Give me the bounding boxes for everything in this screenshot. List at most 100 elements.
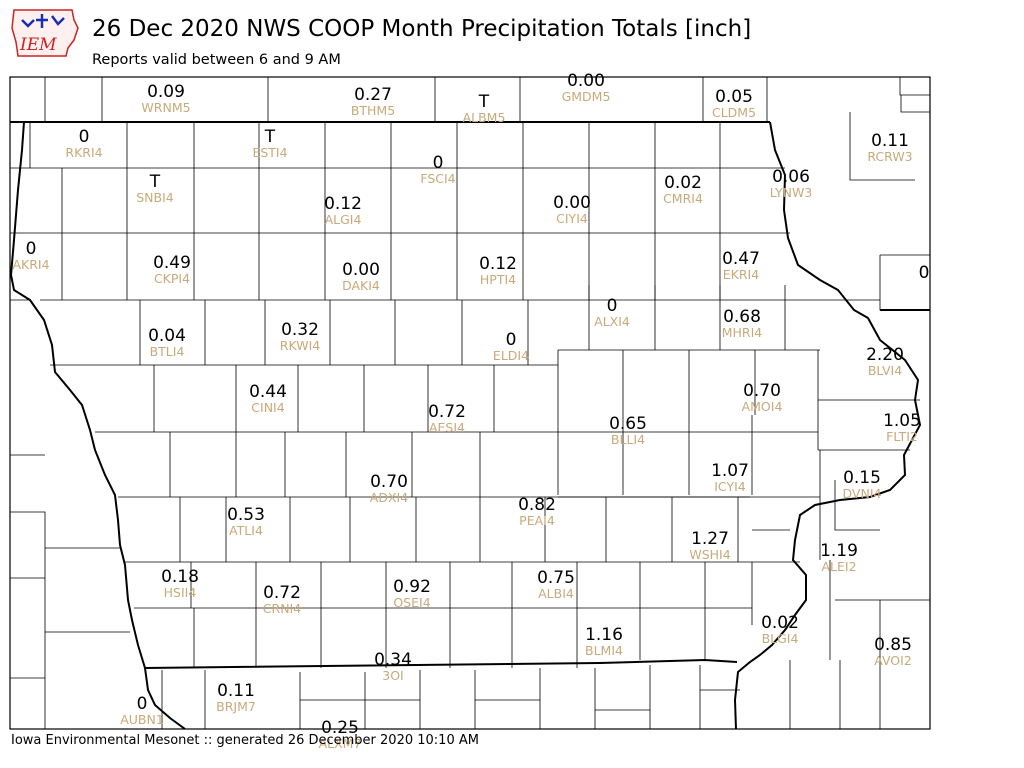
station-value: 0.70	[370, 472, 408, 492]
station-id: ALGI4	[325, 212, 362, 227]
station-id: FLTI2	[886, 429, 918, 444]
station-value: 0.68	[723, 307, 761, 327]
station-id: CMRI4	[663, 191, 703, 206]
station-value: 0.27	[354, 85, 392, 105]
station-id: AESI4	[429, 420, 465, 435]
station-value: 0	[433, 153, 444, 173]
station-value: 1.16	[585, 625, 623, 645]
station-id: LYNW3	[770, 185, 813, 200]
station-value: 0.72	[263, 583, 301, 603]
station-value: 0.06	[772, 167, 810, 187]
station-id: ALBI4	[538, 586, 574, 601]
station-id: ATLI4	[229, 523, 263, 538]
station-value: 0.15	[843, 468, 881, 488]
station-id: BRJM7	[216, 699, 256, 714]
station-id: RKRI4	[65, 145, 102, 160]
station-id: ALXI4	[594, 314, 630, 329]
station-value: 0	[26, 239, 37, 259]
page-title: 26 Dec 2020 NWS COOP Month Precipitation…	[92, 16, 752, 42]
logo-text: IEM	[19, 35, 57, 55]
station-value: 0	[919, 263, 930, 283]
station-value: T	[149, 172, 161, 192]
station-id: CINI4	[251, 400, 284, 415]
station-value: 0	[506, 330, 517, 350]
iem-logo: IEM	[8, 6, 82, 62]
station-value: 0.00	[553, 193, 591, 213]
station-id: WSHI4	[689, 547, 730, 562]
station-value: T	[478, 92, 490, 112]
station-id: 3OI	[382, 668, 403, 683]
station-value: 0.32	[281, 320, 319, 340]
station-value: 2.20	[866, 345, 904, 365]
station-value: 0.11	[217, 681, 255, 701]
station-id: HSII4	[164, 585, 197, 600]
station-id: CLDM5	[712, 105, 756, 120]
station-id: ALXM7	[319, 736, 362, 751]
station-value: 0.65	[609, 414, 647, 434]
station-id: EKRI4	[723, 267, 759, 282]
station-value: 1.07	[711, 461, 749, 481]
station-id: AMOI4	[742, 399, 783, 414]
station-id: BLVI4	[868, 363, 902, 378]
station-id: CIYI4	[556, 211, 588, 226]
station-value: 0.85	[874, 635, 912, 655]
station-value: 0.25	[321, 718, 359, 738]
station-value: 0.18	[161, 567, 199, 587]
station-value: 0.04	[148, 326, 186, 346]
station-id: SNBI4	[136, 190, 174, 205]
station-id: BLMI4	[585, 643, 623, 658]
station-id: ADXI4	[370, 490, 408, 505]
station-id: BTHM5	[351, 103, 395, 118]
station-id: BLGI4	[762, 631, 799, 646]
station-value: 0	[137, 694, 148, 714]
station-id: ESTI4	[252, 145, 287, 160]
station-id: ALBM5	[463, 110, 506, 125]
station-id: PEAI4	[519, 513, 555, 528]
state-boundaries	[10, 121, 930, 729]
station-value: 0.00	[567, 71, 605, 91]
station-value: 0.47	[722, 249, 760, 269]
station-value: 1.05	[883, 411, 921, 431]
station-id: DAKI4	[342, 278, 380, 293]
station-value: 0	[79, 127, 90, 147]
page-subtitle: Reports valid between 6 and 9 AM	[92, 52, 341, 68]
station-value: T	[264, 127, 276, 147]
station-value: 0.53	[227, 505, 265, 525]
station-value: 0.70	[743, 381, 781, 401]
station-id: BLLI4	[611, 432, 645, 447]
station-id: ELDI4	[493, 348, 529, 363]
station-value: 0.02	[761, 613, 799, 633]
station-id: ICYI4	[714, 479, 746, 494]
station-id: RKWI4	[280, 338, 320, 353]
station-id: RCRW3	[867, 149, 912, 164]
county-boundaries	[10, 77, 930, 729]
station-id: CRNI4	[263, 601, 301, 616]
station-id: WRNM5	[141, 100, 190, 115]
station-value: 0.82	[518, 495, 556, 515]
station-value: 0.00	[342, 260, 380, 280]
station-id: GMDM5	[562, 89, 611, 104]
station-value: 0.12	[479, 254, 517, 274]
station-value: 0.75	[537, 568, 575, 588]
station-id: OSEI4	[393, 595, 430, 610]
station-id: AUBN1	[120, 712, 164, 727]
station-value: 1.19	[820, 541, 858, 561]
station-value: 0.11	[871, 131, 909, 151]
station-value: 0.34	[374, 650, 412, 670]
map-frame	[9, 76, 931, 730]
station-id: CKPI4	[154, 271, 190, 286]
station-id: ALEI2	[821, 559, 856, 574]
station-value: 0	[607, 296, 618, 316]
station-value: 0.09	[147, 82, 185, 102]
station-id: BTLI4	[150, 344, 185, 359]
station-value: 0.44	[249, 382, 287, 402]
station-id: FSCI4	[420, 171, 455, 186]
station-value: 0.92	[393, 577, 431, 597]
station-value: 0.72	[428, 402, 466, 422]
footer-text: Iowa Environmental Mesonet :: generated …	[11, 733, 479, 748]
station-value: 1.27	[691, 529, 729, 549]
station-id: HPTI4	[480, 272, 516, 287]
station-value: 0.12	[324, 194, 362, 214]
